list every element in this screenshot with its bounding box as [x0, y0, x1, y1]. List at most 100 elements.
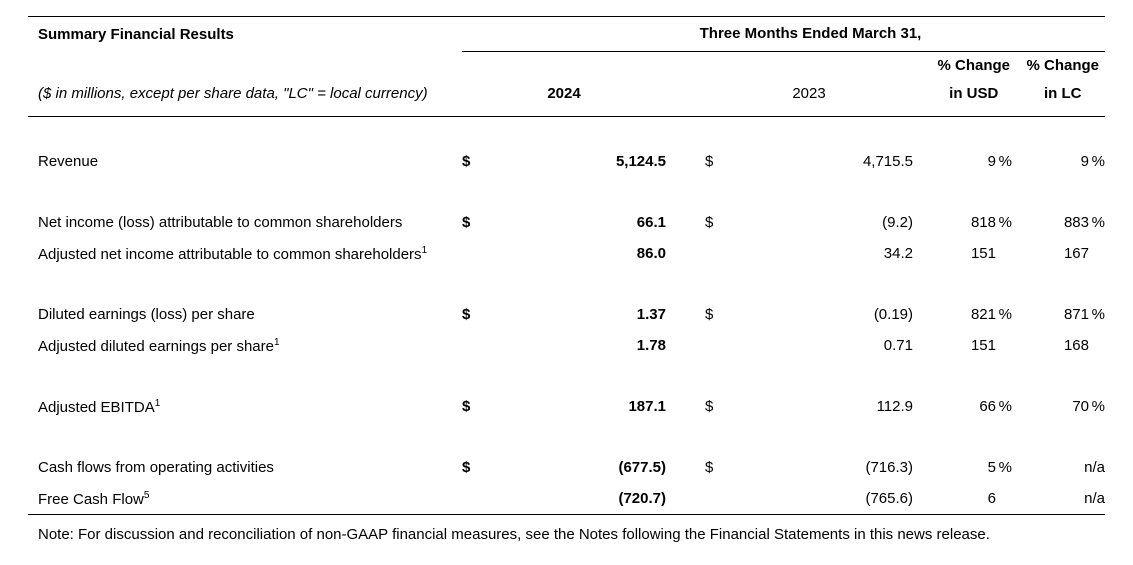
col-header-change-lc: % Change in LC [1012, 52, 1105, 116]
value-2023: (9.2) [882, 214, 913, 231]
row-label: Net income (loss) attributable to common… [38, 214, 403, 231]
value-2023: 4,715.5 [862, 153, 913, 170]
currency-symbol-2024: $ [462, 214, 471, 231]
pct-change-lc: n/a [1012, 459, 1105, 476]
row-group: Adjusted EBITDA1 $187.1 $112.9 66% 70% [28, 391, 1105, 422]
percent-pad [1089, 245, 1105, 262]
pct-change-lc-number: 167 [1063, 245, 1089, 262]
col-header-change-usd: % Change in USD [913, 52, 1012, 116]
period-header: Three Months Ended March 31, [462, 17, 1105, 52]
percent-sign: % [998, 153, 1012, 170]
pct-change-lc-number: n/a [1084, 490, 1105, 507]
value-2024: 66.1 [636, 214, 666, 231]
value-2024: 1.78 [636, 337, 666, 354]
pct-change-lc-number: 168 [1063, 337, 1089, 354]
footnote-marker: 1 [154, 397, 161, 409]
table-row: Revenue $5,124.5 $4,715.5 9% 9% [28, 146, 1105, 177]
currency-symbol-2024: $ [462, 459, 471, 476]
percent-sign: % [1091, 306, 1105, 323]
change-usd-line1: % Change [937, 57, 1010, 74]
row-group: Cash flows from operating activities $ (67… [28, 452, 1105, 514]
column-gap [666, 108, 705, 116]
row-label: Adjusted diluted earnings per share1 [38, 336, 280, 355]
pct-change-lc: 70% [1012, 398, 1105, 415]
currency-symbol-2023: $ [705, 398, 714, 415]
row-group: Revenue $5,124.5 $4,715.5 9% 9% [28, 146, 1105, 177]
pct-change-usd-number: 6 [987, 490, 996, 507]
table-row: Adjusted diluted earnings per share1 1.78… [28, 330, 1105, 361]
currency-symbol-2023: $ [705, 153, 714, 170]
row-group: Diluted earnings (loss) per share $1.37 $ (… [28, 299, 1105, 361]
pct-change-usd-number: 9 [987, 153, 996, 170]
pct-change-lc: 168 [1012, 337, 1105, 354]
pct-change-usd-number: 818 [970, 214, 996, 231]
percent-sign: % [998, 306, 1012, 323]
table-header-top: Summary Financial Results Three Months E… [28, 17, 1105, 52]
pct-change-lc-number: n/a [1084, 459, 1105, 476]
table-row: Adjusted net income attributable to comm… [28, 238, 1105, 269]
pct-change-lc-number: 9 [1080, 153, 1089, 170]
value-2023: (765.6) [865, 490, 913, 507]
pct-change-usd: 151 [913, 245, 1012, 262]
table-row: Diluted earnings (loss) per share $1.37 $ (… [28, 299, 1105, 330]
pct-change-lc: 9% [1012, 153, 1105, 170]
percent-sign: % [1091, 153, 1105, 170]
change-lc-line2: in LC [1043, 85, 1082, 102]
row-label: Adjusted EBITDA1 [38, 397, 161, 416]
pct-change-usd: 9% [913, 153, 1012, 170]
value-2023: 0.71 [883, 337, 913, 354]
footnote: Note: For discussion and reconciliation … [38, 526, 990, 543]
col-header-2024: 2024 [547, 85, 581, 102]
pct-change-usd: 6 [913, 490, 1012, 507]
percent-sign: % [998, 398, 1012, 415]
top-rule [28, 16, 1105, 17]
pct-change-usd-number: 821 [970, 306, 996, 323]
value-2024: (720.7) [618, 490, 666, 507]
col-header-change-usd-text: % Change in USD [937, 52, 1010, 108]
row-label: Revenue [38, 153, 99, 170]
value-2023: 34.2 [883, 245, 913, 262]
percent-sign: % [998, 459, 1012, 476]
currency-symbol-2023: $ [705, 459, 714, 476]
pct-change-usd-number: 66 [979, 398, 996, 415]
pct-change-usd-number: 151 [970, 337, 996, 354]
percent-sign: % [998, 214, 1012, 231]
financial-summary-sheet: Summary Financial Results Three Months E… [28, 0, 1105, 543]
bottom-rule [28, 514, 1105, 515]
pct-change-usd: 151 [913, 337, 1012, 354]
row-label: Cash flows from operating activities [38, 459, 274, 476]
currency-symbol-2023: $ [705, 306, 714, 323]
footnote-marker: 1 [274, 336, 280, 348]
table-row: Net income (loss) attributable to common… [28, 207, 1105, 238]
pct-change-lc: 871% [1012, 306, 1105, 323]
change-lc-line1: % Change [1026, 57, 1099, 74]
col-header-2023: 2023 [792, 85, 826, 102]
value-2024: (677.5) [618, 459, 666, 476]
value-2024: 86.0 [636, 245, 666, 262]
percent-sign: % [1091, 398, 1105, 415]
percent-sign: % [1091, 214, 1105, 231]
pct-change-lc-number: 883 [1063, 214, 1089, 231]
value-2023: (0.19) [873, 306, 913, 323]
pct-change-usd: 66% [913, 398, 1012, 415]
value-2023: (716.3) [865, 459, 913, 476]
table-row: Cash flows from operating activities $ (67… [28, 452, 1105, 483]
percent-pad [1089, 337, 1105, 354]
currency-symbol-2024: $ [462, 398, 471, 415]
units-note: ($ in millions, except per share data, "… [38, 85, 428, 102]
row-label: Adjusted net income attributable to comm… [38, 244, 428, 263]
pct-change-usd: 821% [913, 306, 1012, 323]
value-2024: 187.1 [628, 398, 666, 415]
table-row: Free Cash Flow5 (720.7) (765.6) 6 n/a [28, 483, 1105, 514]
pct-change-lc: n/a [1012, 490, 1105, 507]
percent-pad [996, 490, 1012, 507]
footnote-marker: 5 [143, 489, 150, 501]
value-2023: 112.9 [876, 398, 913, 415]
value-2024: 5,124.5 [615, 153, 666, 170]
currency-symbol-2024: $ [462, 306, 471, 323]
pct-change-lc-number: 70 [1072, 398, 1089, 415]
table-row: Adjusted EBITDA1 $187.1 $112.9 66% 70% [28, 391, 1105, 422]
table-body: Revenue $5,124.5 $4,715.5 9% 9% Net income (l… [28, 117, 1105, 514]
row-group: Net income (loss) attributable to common… [28, 207, 1105, 269]
footnote-marker: 1 [421, 244, 428, 256]
